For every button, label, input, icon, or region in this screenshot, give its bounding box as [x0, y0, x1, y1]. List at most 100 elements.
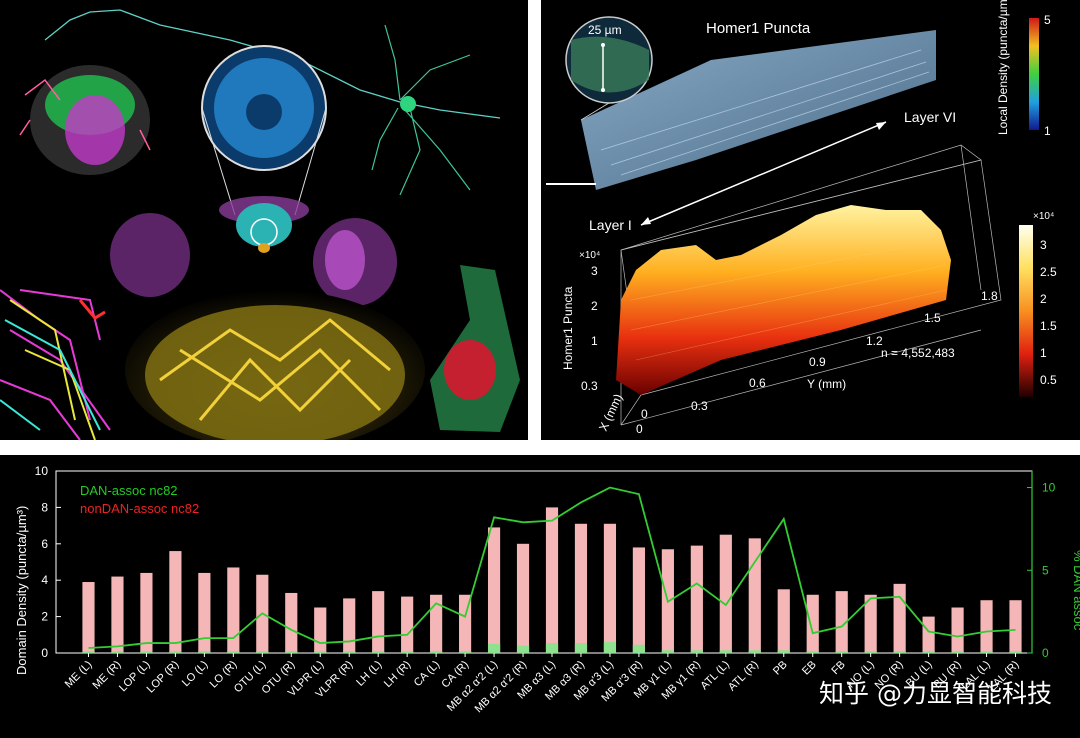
bar-nondan: [951, 607, 964, 653]
y-tick-label: 1.5: [924, 311, 941, 325]
x-tick-label: LH (R): [382, 659, 413, 690]
bar-dan: [430, 651, 443, 653]
bar-dan: [256, 651, 269, 653]
bar-dan: [227, 651, 240, 653]
bar-dan: [980, 651, 993, 653]
z-tick-label: 1: [591, 334, 598, 348]
bar-dan: [169, 651, 182, 653]
z-tick-label: 3: [591, 264, 598, 278]
bar-nondan: [372, 591, 385, 653]
bar-nondan: [285, 592, 298, 653]
x-tick-label: PB: [771, 659, 790, 678]
bar-nondan: [864, 594, 877, 653]
y2-tick-label: 5: [1042, 563, 1049, 577]
x-tick-label: ATL (R): [726, 659, 761, 694]
bar-dan: [603, 642, 617, 653]
bar-nondan: [1009, 600, 1022, 653]
colorbar-min-label: 1: [1044, 124, 1051, 138]
bar-nondan: [719, 534, 732, 653]
y2-tick-label: 10: [1042, 481, 1056, 495]
z-exponent-label: ×10⁴: [579, 250, 600, 261]
bar-nondan: [169, 551, 182, 653]
y-tick-label: 2: [41, 610, 48, 624]
y2-axis-label: % DAN assoc: [1071, 550, 1080, 631]
layer-i-label: Layer I: [589, 217, 632, 233]
neuron-reconstructions-panel: [0, 0, 528, 440]
bar-dan: [82, 651, 95, 653]
bar-dan: [661, 650, 674, 653]
y-tick-label: 0.9: [809, 355, 826, 369]
neuron-soma-icon: [400, 96, 416, 112]
panel-b-title: Homer1 Puncta: [706, 20, 811, 37]
bar-dan: [748, 650, 761, 653]
density-slab: [581, 30, 936, 190]
y-tick-label: 6: [41, 537, 48, 551]
y-tick-label: 1.2: [866, 334, 883, 348]
y-tick-label: 10: [35, 464, 49, 478]
bar-nondan: [516, 543, 530, 653]
x-tick-label: LO (L): [180, 659, 211, 690]
sample-count-label: n = 4,552,483: [881, 346, 955, 360]
bar-nondan: [314, 607, 327, 653]
x-tick-label: 0: [636, 422, 643, 436]
bar-nondan: [574, 523, 588, 653]
y-tick-label: 0: [641, 407, 648, 421]
bar-nondan: [198, 572, 211, 653]
bar-dan: [372, 651, 385, 653]
colorbar2-exponent: ×10⁴: [1033, 211, 1054, 222]
bar-nondan: [487, 527, 501, 653]
bar-dan: [719, 650, 732, 653]
bar-dan: [922, 651, 935, 653]
homer1-puncta-panel: 25 µm Homer1 Puncta 5 1 Local Density (p…: [541, 0, 1080, 440]
colorbar2-tick: 2: [1040, 292, 1047, 306]
chart-bars: [82, 507, 1022, 653]
y2-tick-label: 0: [1042, 646, 1049, 660]
bar-dan: [632, 644, 645, 653]
puncta-colorbar: [1019, 225, 1033, 397]
bar-nondan: [603, 523, 617, 653]
bar-dan: [864, 651, 877, 653]
y-tick-label: 0.3: [691, 399, 708, 413]
homer1-puncta-figure: 25 µm Homer1 Puncta 5 1 Local Density (p…: [546, 0, 1057, 436]
layer-vi-label: Layer VI: [904, 109, 956, 125]
bar-dan: [545, 642, 559, 653]
bar-dan: [314, 651, 327, 653]
bar-dan: [198, 651, 211, 653]
colorbar2-tick: 1.5: [1040, 319, 1057, 333]
bar-nondan: [111, 576, 124, 653]
x-tick-label: 0.3: [581, 379, 598, 393]
bar-dan: [285, 651, 298, 653]
neuron-reconstructions-figure: [0, 9, 520, 440]
z-tick-label: 2: [591, 299, 598, 313]
bar-dan: [951, 651, 964, 653]
chart-axes: 0 2 4 6 8 10 0 5 10: [35, 464, 1056, 660]
chart-line: [88, 486, 1016, 649]
bar-nondan: [777, 589, 790, 653]
bar-nondan: [806, 594, 819, 653]
domain-density-chart-panel: 0 2 4 6 8 10 0 5 10 ME (L) ME (R) LOP (L) LOP (R) LO…: [0, 455, 1080, 738]
bar-dan: [893, 651, 906, 653]
bar-dan: [343, 651, 356, 653]
y-tick-label: 0: [41, 646, 48, 660]
bar-dan: [516, 645, 530, 653]
bar-nondan: [227, 567, 240, 653]
bar-nondan: [632, 547, 645, 653]
bar-dan: [690, 650, 703, 653]
bar-dan: [459, 651, 472, 653]
bar-nondan: [690, 545, 703, 653]
colorbar2-tick: 2.5: [1040, 265, 1057, 279]
colorbar-max-label: 5: [1044, 13, 1051, 27]
bar-nondan: [343, 598, 356, 653]
bar-dan: [487, 643, 501, 653]
bar-dan: [777, 650, 790, 653]
x-tick-label: CA (L): [412, 659, 443, 690]
y-axis-label: Domain Density (puncta/µm³): [14, 506, 29, 675]
z-axis-label: Homer1 Puncta: [561, 286, 575, 370]
y-tick-label: 4: [41, 573, 48, 587]
bar-nondan: [893, 583, 906, 653]
bar-dan: [111, 651, 124, 653]
bar-nondan: [140, 572, 153, 653]
x-tick-label: LH (L): [354, 659, 384, 689]
dan-percent-line: [88, 486, 1016, 649]
